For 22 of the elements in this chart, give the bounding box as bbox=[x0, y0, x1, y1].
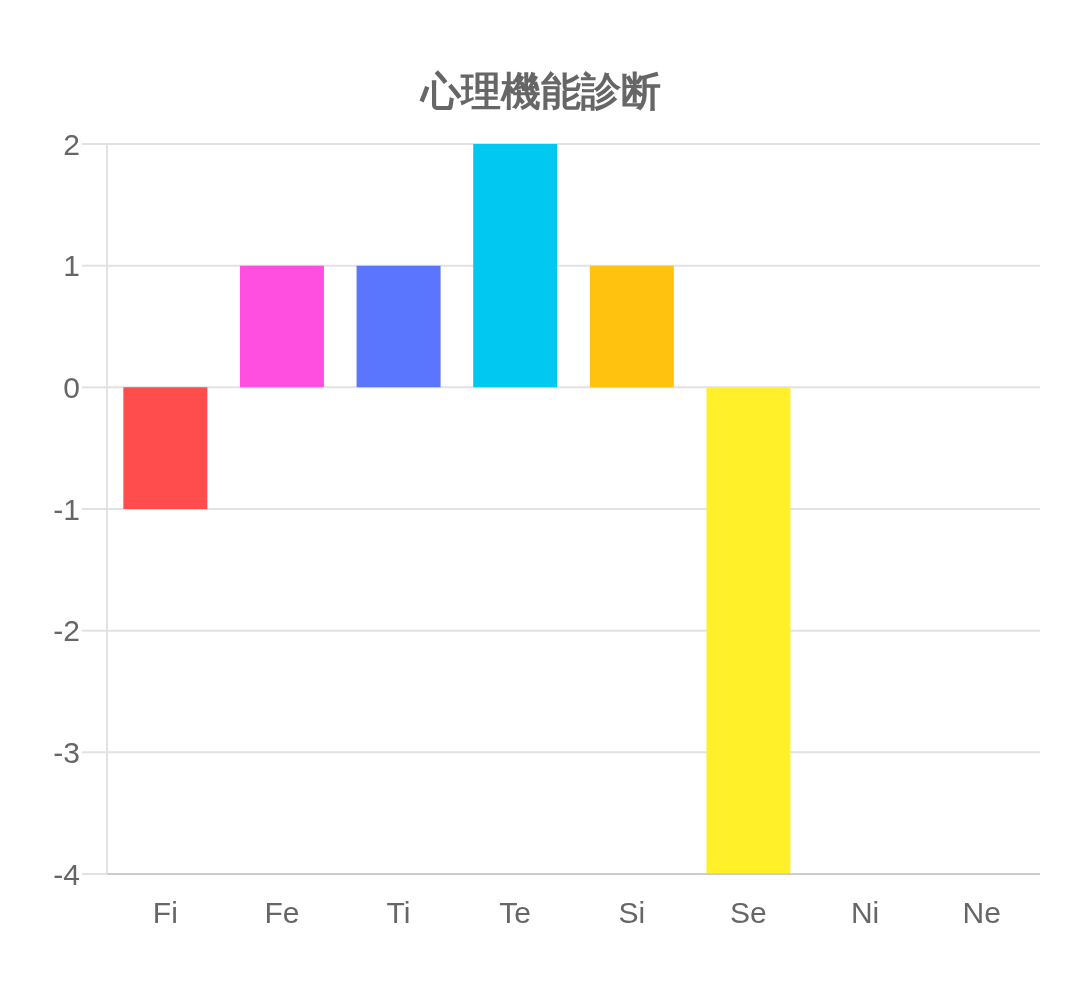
x-tick-label: Fe bbox=[264, 896, 300, 930]
bar bbox=[706, 387, 791, 874]
bar bbox=[473, 144, 558, 388]
y-tick-label: 2 bbox=[63, 127, 80, 161]
y-tick-label: -1 bbox=[53, 492, 80, 526]
x-tick-label: Ti bbox=[386, 896, 411, 930]
chart-title: 心理機能診断 bbox=[418, 68, 662, 115]
y-tick-label: 0 bbox=[63, 370, 80, 404]
x-tick-label: Si bbox=[618, 896, 646, 930]
y-tick-label: -4 bbox=[53, 857, 80, 891]
y-tick-label: -3 bbox=[53, 735, 80, 769]
x-tick-label: Fi bbox=[152, 896, 178, 930]
x-tick-label: Ne bbox=[962, 896, 1001, 930]
x-tick-label: Se bbox=[730, 896, 767, 930]
bar bbox=[589, 265, 674, 388]
bar bbox=[356, 265, 441, 388]
y-tick-label: -2 bbox=[53, 614, 80, 648]
x-tick-label: Te bbox=[499, 896, 532, 930]
y-tick-label: 1 bbox=[63, 249, 80, 283]
bar bbox=[123, 387, 208, 509]
x-tick-label: Ni bbox=[850, 896, 880, 930]
bar bbox=[239, 265, 324, 388]
